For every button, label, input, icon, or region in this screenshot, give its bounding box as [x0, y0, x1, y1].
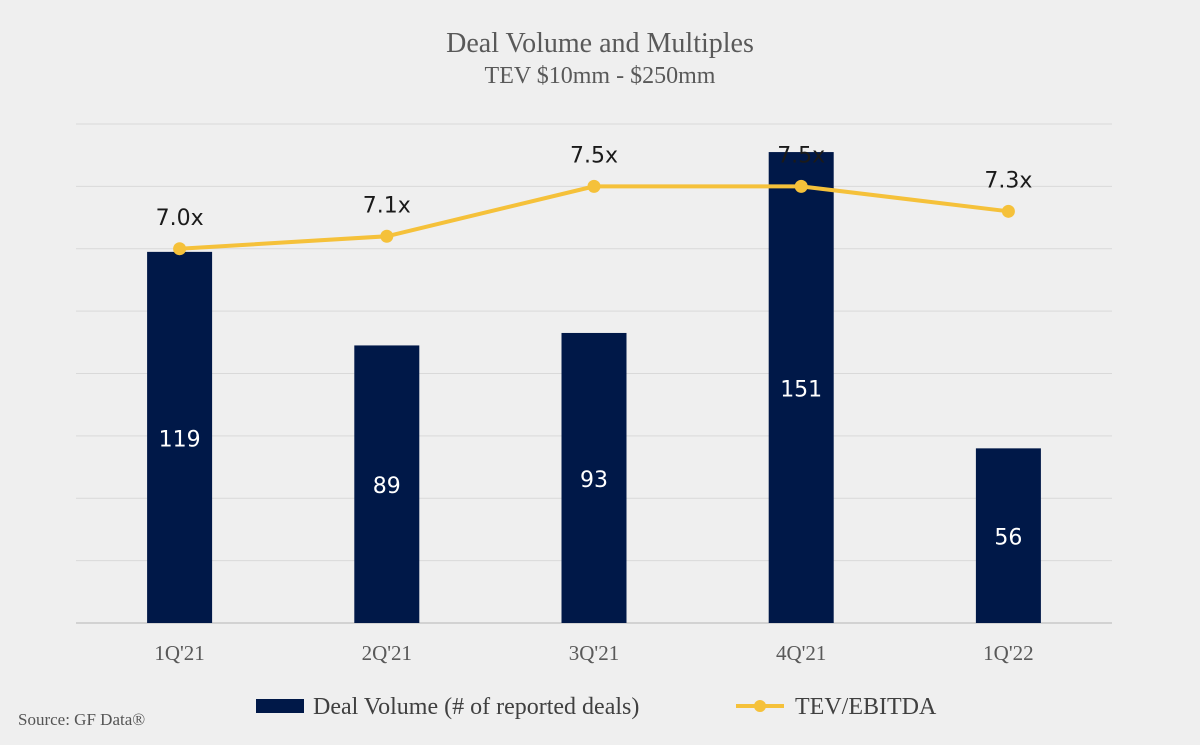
- line-data-label: 7.0x: [156, 206, 204, 231]
- line-point: [587, 179, 601, 193]
- bar-data-label: 89: [373, 474, 401, 499]
- x-tick-label: 2Q'21: [362, 641, 412, 665]
- legend-label-line: TEV/EBITDA: [795, 694, 937, 720]
- bar: [768, 152, 834, 623]
- bar-data-labels: 119 89 93 151 56: [159, 378, 1023, 551]
- line-point: [380, 229, 394, 243]
- line-path: [179, 184, 1009, 251]
- bar-data-label: 119: [159, 427, 201, 452]
- bar: [147, 251, 213, 623]
- x-tick-label: 3Q'21: [569, 641, 619, 665]
- chart-subtitle: TEV $10mm - $250mm: [485, 63, 716, 89]
- line-point: [173, 242, 187, 256]
- line-data-labels: 7.0x 7.1x 7.5x 7.5x 7.3x: [156, 143, 1033, 230]
- line-data-label: 7.3x: [984, 168, 1032, 193]
- line-point: [794, 179, 808, 193]
- bar: [561, 332, 627, 623]
- chart-title: Deal Volume and Multiples: [446, 28, 754, 59]
- line-point: [1001, 204, 1015, 218]
- x-tick-label: 4Q'21: [776, 641, 826, 665]
- bar-series: [147, 152, 1041, 623]
- source-note: Source: GF Data®: [18, 710, 146, 729]
- line-series: [173, 179, 1015, 256]
- bar-data-label: 93: [580, 468, 608, 493]
- x-axis-tick-labels: 1Q'21 2Q'21 3Q'21 4Q'21 1Q'22: [154, 641, 1033, 665]
- line-data-label: 7.5x: [777, 143, 825, 168]
- line-data-label: 7.1x: [363, 193, 411, 218]
- line-data-label: 7.5x: [570, 143, 618, 168]
- legend: Deal Volume (# of reported deals) TEV/EB…: [256, 694, 937, 720]
- bar-data-label: 151: [780, 378, 822, 403]
- x-tick-label: 1Q'22: [983, 641, 1033, 665]
- legend-swatch-marker: [754, 700, 766, 712]
- legend-label-bar: Deal Volume (# of reported deals): [313, 694, 639, 720]
- bar: [975, 448, 1041, 623]
- legend-swatch-bar: [256, 699, 304, 713]
- x-tick-label: 1Q'21: [154, 641, 204, 665]
- bar-data-label: 56: [994, 526, 1022, 551]
- bar: [354, 345, 420, 623]
